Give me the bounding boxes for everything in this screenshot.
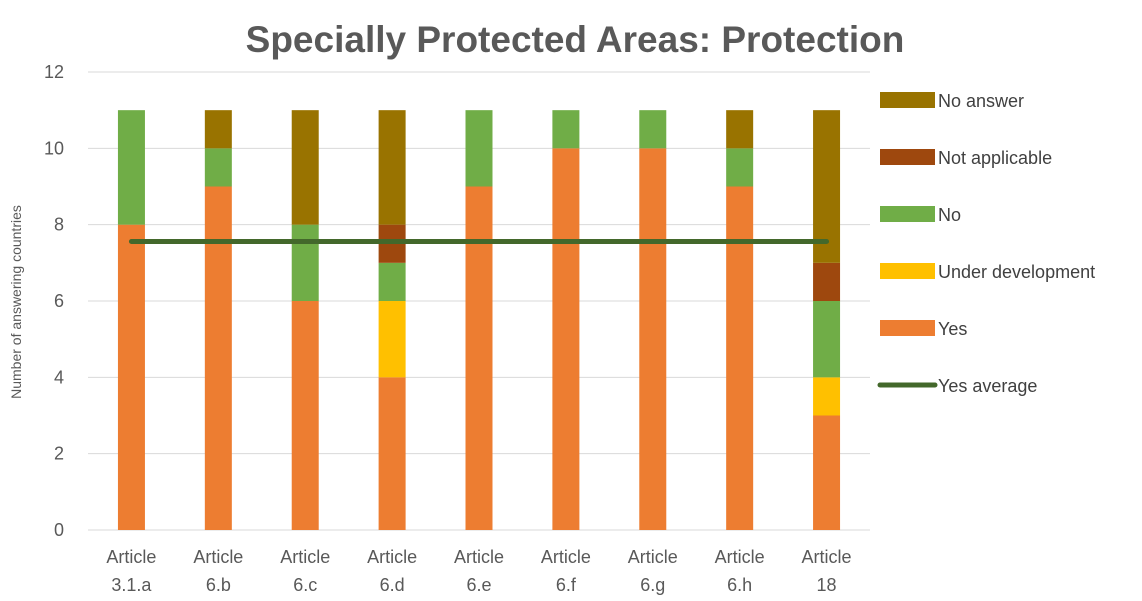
legend: No answer Not applicable No Under developme…	[877, 91, 1095, 396]
x-tick-label: 6.g	[640, 575, 665, 595]
y-tick-label: 2	[54, 444, 64, 464]
bar-segment	[465, 110, 493, 187]
y-tick-label: 8	[54, 215, 64, 235]
bar-segment	[552, 110, 580, 149]
bar-segment	[378, 377, 406, 530]
legend-label: Not applicable	[938, 148, 1052, 168]
bar-segment	[639, 148, 667, 531]
legend-swatch	[880, 320, 935, 336]
x-tick-label: Article	[541, 547, 591, 567]
bar-segment	[726, 110, 754, 149]
legend-label: Yes	[938, 319, 967, 339]
x-axis-ticks: Article 3.1.a Article 6.b Article 6.c Article 6…	[106, 547, 851, 595]
bar-segment	[291, 224, 319, 301]
chart-title: Specially Protected Areas: Protection	[246, 19, 905, 60]
bar-segment	[378, 110, 406, 225]
y-axis-label: Number of answering countries	[8, 205, 24, 399]
legend-label: Under development	[938, 262, 1095, 282]
x-tick-label: Article	[628, 547, 678, 567]
x-tick-label: Article	[715, 547, 765, 567]
x-tick-label: Article	[454, 547, 504, 567]
bar-segment	[726, 148, 754, 187]
bar-segment	[465, 186, 493, 530]
y-tick-label: 10	[44, 138, 64, 158]
bar-segment	[204, 148, 232, 187]
y-tick-label: 12	[44, 62, 64, 82]
x-tick-label: 6.f	[556, 575, 577, 595]
x-tick-label: Article	[193, 547, 243, 567]
legend-swatch	[880, 149, 935, 165]
bar-segment	[813, 110, 841, 263]
bar-segment	[813, 262, 841, 301]
bar-segment	[813, 415, 841, 530]
bar-segment	[813, 377, 841, 416]
x-tick-label: 6.e	[466, 575, 491, 595]
bar-segment	[552, 148, 580, 531]
y-tick-label: 6	[54, 291, 64, 311]
y-tick-label: 4	[54, 367, 64, 387]
bar-segment	[291, 301, 319, 530]
bar-segment	[726, 186, 754, 530]
x-tick-label: Article	[280, 547, 330, 567]
legend-label: No	[938, 205, 961, 225]
x-tick-label: 6.c	[293, 575, 317, 595]
x-tick-label: Article	[802, 547, 852, 567]
bar-segment	[117, 110, 145, 225]
bar-segment	[378, 262, 406, 301]
bars	[117, 110, 841, 531]
x-tick-label: Article	[106, 547, 156, 567]
bar-segment	[378, 301, 406, 378]
legend-swatch	[880, 206, 935, 222]
x-tick-label: 6.b	[206, 575, 231, 595]
bar-segment	[204, 186, 232, 530]
x-tick-label: 3.1.a	[111, 575, 152, 595]
x-tick-label: 18	[817, 575, 837, 595]
x-tick-label: Article	[367, 547, 417, 567]
legend-swatch	[880, 92, 935, 108]
x-tick-label: 6.h	[727, 575, 752, 595]
bar-segment	[204, 110, 232, 149]
bar-segment	[639, 110, 667, 149]
y-tick-label: 0	[54, 520, 64, 540]
y-axis-ticks: 0 2 4 6 8 10 12	[44, 62, 64, 540]
bar-segment	[117, 224, 145, 530]
x-tick-label: 6.d	[380, 575, 405, 595]
legend-label: Yes average	[938, 376, 1037, 396]
bar-segment	[291, 110, 319, 225]
legend-label: No answer	[938, 91, 1024, 111]
legend-swatch	[880, 263, 935, 279]
bar-segment	[813, 301, 841, 378]
